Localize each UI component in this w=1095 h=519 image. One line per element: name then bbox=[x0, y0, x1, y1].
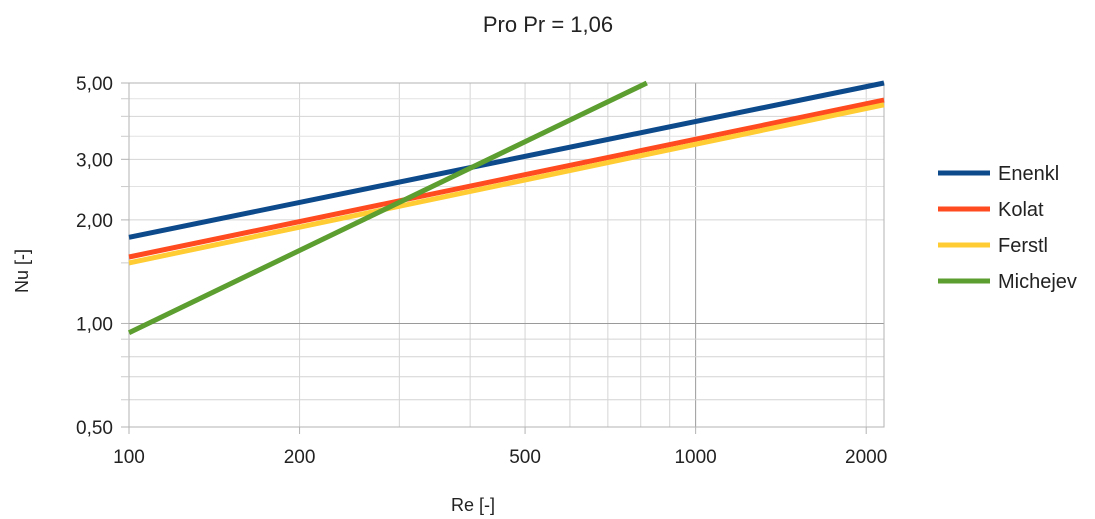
x-tick-label: 2000 bbox=[845, 447, 887, 468]
y-axis-title: Nu [-] bbox=[12, 249, 32, 293]
series-line-michejev bbox=[127, 80, 648, 335]
x-axis-title: Re [-] bbox=[451, 495, 495, 515]
y-tick-label: 0,50 bbox=[76, 418, 113, 439]
y-tick-label: 1,00 bbox=[76, 314, 113, 335]
x-ticks: 100 200 500 1000 2000 bbox=[113, 427, 887, 468]
y-ticks: 0,50 1,00 2,00 3,00 5,00 bbox=[76, 74, 129, 439]
x-tick-label: 1000 bbox=[674, 447, 716, 468]
x-tick-label: 200 bbox=[284, 447, 316, 468]
series-line-enenkl bbox=[128, 80, 885, 240]
x-tick-label: 100 bbox=[113, 447, 145, 468]
legend-label-enenkl: Enenkl bbox=[998, 163, 1059, 185]
y-tick-label: 3,00 bbox=[76, 150, 113, 171]
series-line-kolat bbox=[128, 97, 885, 260]
grid bbox=[129, 83, 884, 427]
legend: Enenkl Kolat Ferstl Michejev bbox=[938, 163, 1077, 293]
x-tick-label: 500 bbox=[509, 447, 541, 468]
legend-label-michejev: Michejev bbox=[998, 271, 1077, 293]
y-tick-label: 5,00 bbox=[76, 74, 113, 95]
series-lines bbox=[127, 80, 885, 335]
legend-label-ferstl: Ferstl bbox=[998, 235, 1048, 257]
chart-title: Pro Pr = 1,06 bbox=[483, 12, 613, 37]
y-tick-label: 2,00 bbox=[76, 211, 113, 232]
plot-border bbox=[128, 82, 885, 428]
legend-label-kolat: Kolat bbox=[998, 199, 1044, 221]
series-line-ferstl bbox=[128, 102, 885, 266]
plot-frame bbox=[128, 82, 885, 428]
